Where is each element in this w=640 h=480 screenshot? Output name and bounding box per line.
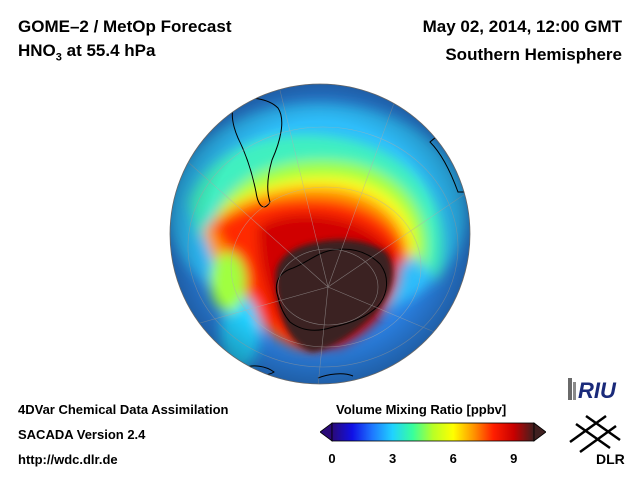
riu-logo-icon: RIU bbox=[568, 378, 617, 403]
species-level-title: HNO3 at 55.4 hPa bbox=[18, 41, 155, 63]
riu-logo-text: RIU bbox=[578, 378, 617, 403]
colorbar-gradient bbox=[331, 422, 535, 442]
footer-line-2: SACADA Version 2.4 bbox=[18, 427, 146, 442]
footer-line-1: 4DVar Chemical Data Assimilation bbox=[18, 402, 229, 417]
species-subscript: 3 bbox=[55, 51, 62, 64]
footer-url: http://wdc.dlr.de bbox=[18, 452, 118, 467]
colorbar-tick-label: 0 bbox=[328, 451, 336, 466]
globe-map bbox=[169, 83, 471, 385]
species-name: HNO bbox=[18, 41, 56, 60]
pressure-level: at 55.4 hPa bbox=[61, 41, 156, 60]
colorbar-title: Volume Mixing Ratio [ppbv] bbox=[336, 402, 507, 417]
hemisphere-label: Southern Hemisphere bbox=[445, 45, 622, 64]
colorbar-tick-label: 6 bbox=[449, 451, 457, 466]
title: GOME–2 / MetOp Forecast bbox=[18, 17, 232, 36]
colorbar-tick-label: 3 bbox=[388, 451, 397, 466]
dlr-logo-text: DLR bbox=[596, 451, 625, 467]
colorbar-tick-label: 9 bbox=[510, 451, 518, 466]
colorbar-min-arrow bbox=[320, 422, 333, 442]
forecast-datetime: May 02, 2014, 12:00 GMT bbox=[422, 17, 622, 36]
colorbar bbox=[320, 422, 546, 442]
colorbar-max-arrow bbox=[533, 422, 546, 442]
dlr-logo-icon: DLR bbox=[569, 414, 625, 467]
